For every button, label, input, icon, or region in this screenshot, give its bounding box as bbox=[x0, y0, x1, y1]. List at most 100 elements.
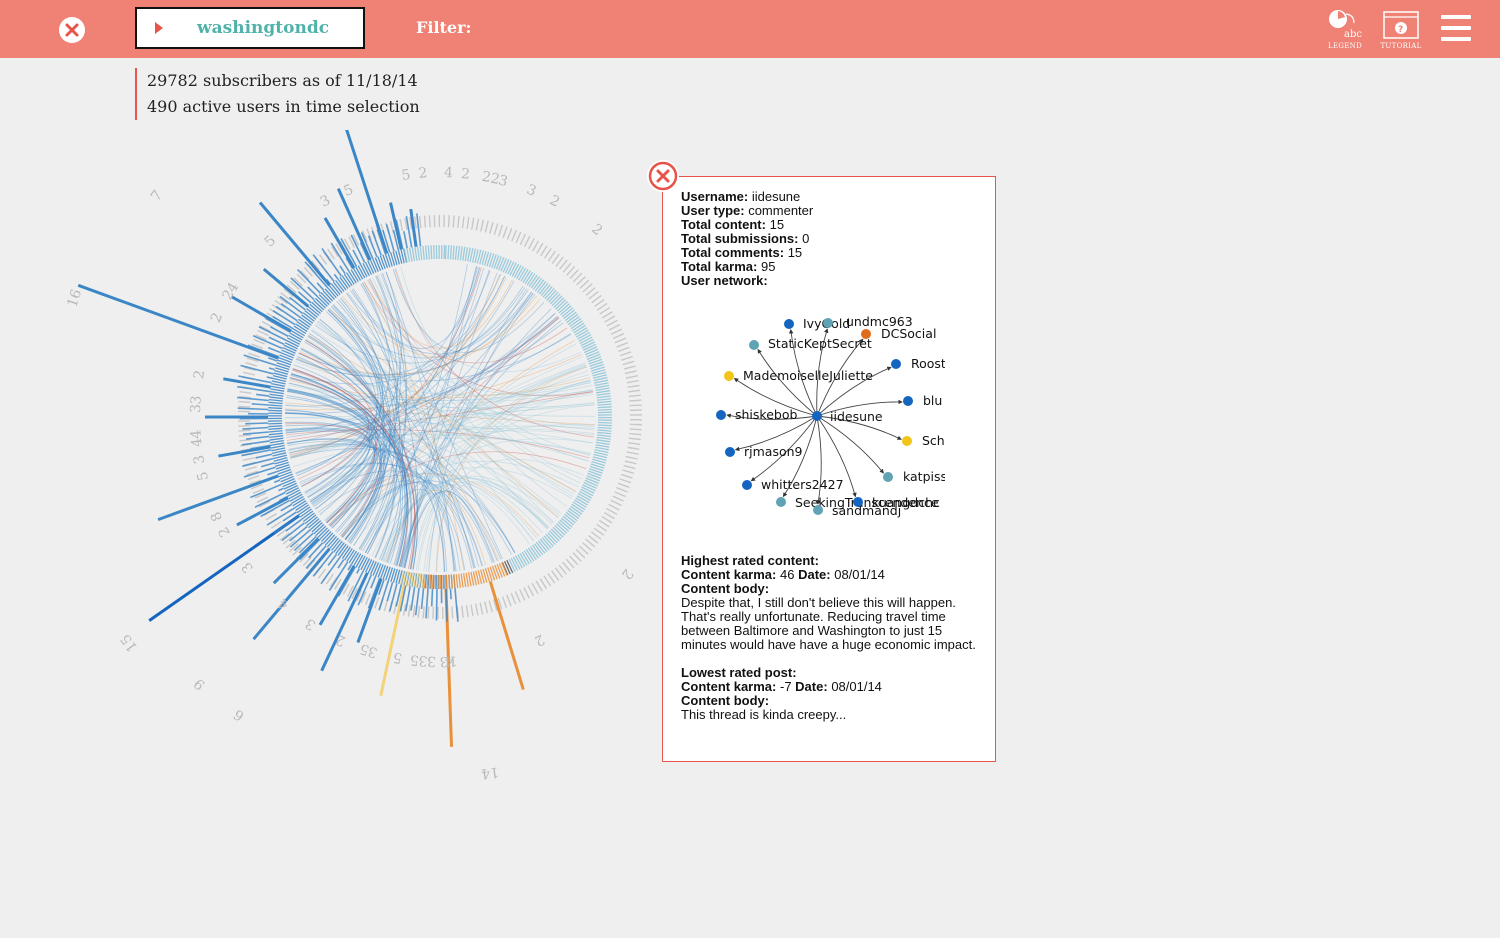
outer-ring-tick bbox=[402, 603, 407, 616]
activity-tick bbox=[273, 514, 300, 534]
chord-link bbox=[366, 279, 589, 462]
ring-segment bbox=[272, 452, 287, 457]
network-node bbox=[823, 318, 833, 328]
ring-segment bbox=[289, 332, 303, 341]
outer-ring-tick bbox=[242, 371, 255, 376]
chord-link bbox=[317, 320, 475, 569]
chord-link bbox=[292, 368, 516, 553]
chord-link bbox=[415, 370, 589, 571]
chord-link bbox=[304, 271, 402, 494]
chord-link bbox=[392, 269, 545, 353]
ring-segment bbox=[581, 486, 595, 494]
ring-segment bbox=[596, 434, 611, 438]
active-user-count: 490 active users in time selection bbox=[147, 97, 420, 116]
outer-ring-tick bbox=[523, 587, 530, 599]
outer-ring-tick bbox=[259, 325, 271, 332]
outer-ring-tick bbox=[591, 294, 602, 304]
ring-segment bbox=[467, 247, 471, 262]
ring-segment bbox=[274, 367, 289, 373]
ring-segment bbox=[282, 480, 296, 488]
ring-segment bbox=[524, 271, 534, 285]
outer-ring-tick bbox=[601, 311, 613, 319]
activity-tick bbox=[328, 561, 349, 591]
outer-ring-tick bbox=[407, 604, 411, 617]
activity-tick bbox=[245, 422, 269, 425]
ring-segment bbox=[377, 256, 384, 270]
activity-tick bbox=[382, 229, 391, 253]
tutorial-button[interactable]: ? TUTORIAL bbox=[1380, 9, 1422, 51]
activity-tick bbox=[347, 570, 364, 602]
chord-link bbox=[352, 288, 455, 572]
chord-link bbox=[305, 338, 562, 515]
chord-link bbox=[340, 297, 548, 530]
subreddit-selector[interactable]: washingtondc bbox=[135, 7, 365, 49]
chord-link bbox=[285, 266, 479, 407]
chord-link bbox=[286, 395, 384, 544]
outer-ring-tick bbox=[329, 576, 338, 588]
chord-link bbox=[307, 318, 378, 498]
ring-segment bbox=[424, 574, 428, 589]
activity-tick bbox=[337, 559, 345, 569]
outer-ring-tick bbox=[253, 338, 265, 345]
ring-segment bbox=[455, 574, 459, 589]
ring-segment bbox=[474, 249, 479, 264]
activity-tick bbox=[350, 234, 366, 263]
ring-segment bbox=[495, 256, 502, 270]
hamburger-menu-icon[interactable] bbox=[1441, 15, 1471, 47]
ring-segment bbox=[589, 468, 603, 474]
outer-ring-tick bbox=[569, 555, 579, 566]
chord-link bbox=[290, 373, 406, 566]
spike-label: 7 bbox=[148, 188, 166, 205]
close-subreddit-button[interactable] bbox=[59, 17, 85, 43]
chord-link bbox=[392, 269, 581, 373]
ring-segment bbox=[328, 285, 339, 297]
activity-tick bbox=[420, 588, 425, 610]
network-center-label: iidesune bbox=[830, 409, 883, 424]
ring-segment bbox=[270, 388, 285, 392]
outer-ring-tick bbox=[616, 486, 628, 493]
ring-segment bbox=[278, 471, 293, 478]
outer-ring-tick bbox=[628, 394, 641, 398]
network-node-label: katpiss bbox=[903, 469, 945, 484]
ring-segment bbox=[268, 407, 283, 410]
chord-link bbox=[296, 282, 391, 477]
legend-button[interactable]: abc LEGEND bbox=[1324, 9, 1366, 51]
network-edge bbox=[816, 415, 857, 498]
activity-tick bbox=[238, 375, 272, 384]
chord-link bbox=[298, 333, 572, 382]
chord-link bbox=[367, 275, 407, 555]
chord-link bbox=[402, 266, 477, 568]
outer-ring-tick bbox=[540, 245, 548, 257]
filter-label[interactable]: Filter: bbox=[416, 18, 472, 37]
outer-ring-tick bbox=[319, 254, 328, 265]
user-network-graph[interactable]: IvyGoldundmc963DCSocialStaticKeptSecretR… bbox=[700, 300, 945, 530]
chord-link bbox=[366, 264, 468, 555]
outer-ring-tick bbox=[619, 351, 632, 357]
ring-segment bbox=[504, 260, 512, 274]
highest-date-value: 08/01/14 bbox=[834, 567, 885, 582]
outer-ring-tick bbox=[596, 523, 608, 532]
user-chord-diagram[interactable]: 9541152231653434523843255155343222343796… bbox=[0, 130, 660, 790]
spike-label: 2 bbox=[208, 310, 226, 325]
spike-label: 4 bbox=[188, 429, 205, 439]
activity-tick bbox=[340, 238, 358, 267]
chord-link bbox=[285, 409, 382, 540]
close-popup-button[interactable] bbox=[647, 160, 679, 192]
chord-link bbox=[307, 315, 558, 498]
outer-ring-tick bbox=[622, 469, 635, 475]
outer-ring-tick bbox=[593, 527, 605, 536]
ring-segment bbox=[400, 570, 405, 585]
ring-segment bbox=[268, 427, 283, 430]
outer-ring-tick bbox=[626, 379, 639, 384]
network-node bbox=[784, 319, 794, 329]
spike-label: 16 bbox=[64, 287, 85, 309]
ring-segment bbox=[593, 374, 607, 379]
outer-ring-tick bbox=[412, 605, 416, 618]
chord-link bbox=[287, 390, 595, 409]
outer-ring-tick bbox=[343, 238, 351, 250]
ring-segment bbox=[419, 246, 423, 261]
ring-segment bbox=[272, 454, 287, 460]
chord-link bbox=[307, 392, 594, 499]
ring-segment bbox=[406, 248, 411, 263]
ring-segment bbox=[339, 545, 349, 558]
